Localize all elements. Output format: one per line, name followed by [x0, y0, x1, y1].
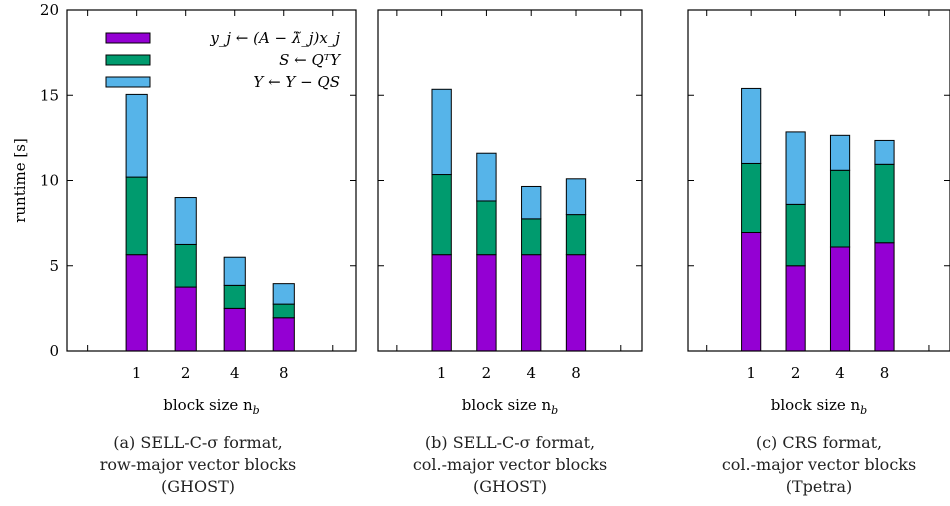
bar-segment-2: [476, 200, 497, 256]
bar-segment-2: [829, 169, 851, 248]
caption-line: (c) CRS format,: [755, 433, 883, 452]
bar-segment-3: [785, 131, 806, 205]
y-tick-label: 0: [49, 342, 59, 360]
panel-caption-2: (b) SELL-C-σ format, col.-major vector bl…: [360, 432, 660, 498]
panel-caption-1: (a) SELL-C-σ format, row-major vector blo…: [48, 432, 348, 498]
x-tick-label: 1: [132, 364, 142, 382]
bar-segment-2: [874, 163, 895, 244]
caption-line: (b) SELL-C-σ format,: [424, 433, 596, 452]
bar-segment-3: [272, 283, 295, 305]
caption-line: col.-major vector blocks: [412, 455, 608, 474]
caption-line: (GHOST): [473, 477, 547, 496]
bar-segment-1: [125, 254, 148, 352]
x-tick-label: 4: [835, 364, 845, 382]
plot-frame: [377, 9, 643, 352]
bar-segment-2: [272, 303, 295, 319]
legend: y_j ← (A − λ̃_j)x_j S ← QᵀY Y ← Y − QS: [105, 29, 342, 91]
plot-frame: [687, 9, 950, 352]
bar-segment-1: [565, 254, 587, 352]
caption-line: row-major vector blocks: [99, 455, 297, 474]
y-tick-label: 5: [49, 257, 59, 275]
caption-line: (GHOST): [161, 477, 235, 496]
legend-label-3: Y ← Y − QS: [253, 73, 340, 91]
bar-segment-1: [521, 254, 542, 352]
x-axis-label: block size nb: [462, 396, 558, 417]
bar-segment-1: [223, 307, 246, 352]
chart-panel-3: 1 2 4 8 block size nb: [687, 9, 950, 417]
y-tick-label: 15: [40, 86, 59, 104]
x-tick-label: 8: [279, 364, 289, 382]
bar-segment-3: [431, 88, 452, 176]
bar-segment-1: [785, 265, 806, 352]
x-tick-label: 2: [791, 364, 801, 382]
bar-segment-2: [565, 214, 587, 256]
bar-segment-2: [741, 162, 762, 234]
bar-segment-2: [125, 176, 148, 256]
bar-segment-2: [521, 218, 542, 256]
caption-line: (a) SELL-C-σ format,: [113, 433, 283, 452]
bar-segment-1: [741, 232, 762, 352]
bar-segment-3: [174, 197, 197, 245]
bar-segment-2: [431, 174, 452, 256]
x-tick-label: 4: [230, 364, 240, 382]
caption-line: (Tpetra): [785, 477, 853, 496]
legend-swatch-2: [105, 54, 151, 66]
bar-segment-1: [476, 254, 497, 352]
bar-segment-2: [223, 284, 246, 309]
legend-label-2: S ← QᵀY: [279, 51, 342, 69]
bar-segment-3: [223, 256, 246, 286]
panel-caption-3: (c) CRS format, col.-major vector blocks (…: [669, 432, 950, 498]
plot-frame: [66, 9, 357, 352]
bar-segment-3: [125, 93, 148, 178]
y-tick-label: 20: [40, 1, 59, 19]
caption-line: col.-major vector blocks: [721, 455, 917, 474]
x-tick-label: 8: [571, 364, 581, 382]
x-tick-label: 2: [181, 364, 191, 382]
x-tick-label: 1: [437, 364, 447, 382]
bar-segment-1: [174, 286, 197, 352]
bar-segment-3: [741, 87, 762, 164]
chart-panel-2: 1 2 4 8 block size nb: [377, 9, 643, 417]
bar-segment-2: [174, 243, 197, 288]
x-tick-label: 1: [746, 364, 756, 382]
x-tick-label: 8: [880, 364, 890, 382]
bar-segment-1: [874, 242, 895, 352]
bar-segment-1: [272, 317, 295, 352]
x-tick-label: 2: [482, 364, 492, 382]
bar-segment-3: [476, 152, 497, 202]
legend-swatch-1: [105, 32, 151, 44]
bar-segment-1: [829, 246, 851, 352]
bar-segment-3: [874, 139, 895, 165]
bar-segment-2: [785, 203, 806, 267]
y-axis-label: runtime [s]: [11, 138, 29, 223]
bar-segment-3: [829, 134, 851, 171]
legend-label-1: y_j ← (A − λ̃_j)x_j: [209, 29, 340, 47]
y-tick-label: 10: [40, 172, 59, 190]
bar-segment-3: [521, 185, 542, 220]
bar-segment-1: [431, 254, 452, 352]
x-axis-label: block size nb: [771, 396, 867, 417]
x-axis-label: block size nb: [163, 396, 259, 417]
legend-swatch-3: [105, 76, 151, 88]
x-tick-label: 4: [526, 364, 536, 382]
bar-segment-3: [565, 178, 587, 216]
